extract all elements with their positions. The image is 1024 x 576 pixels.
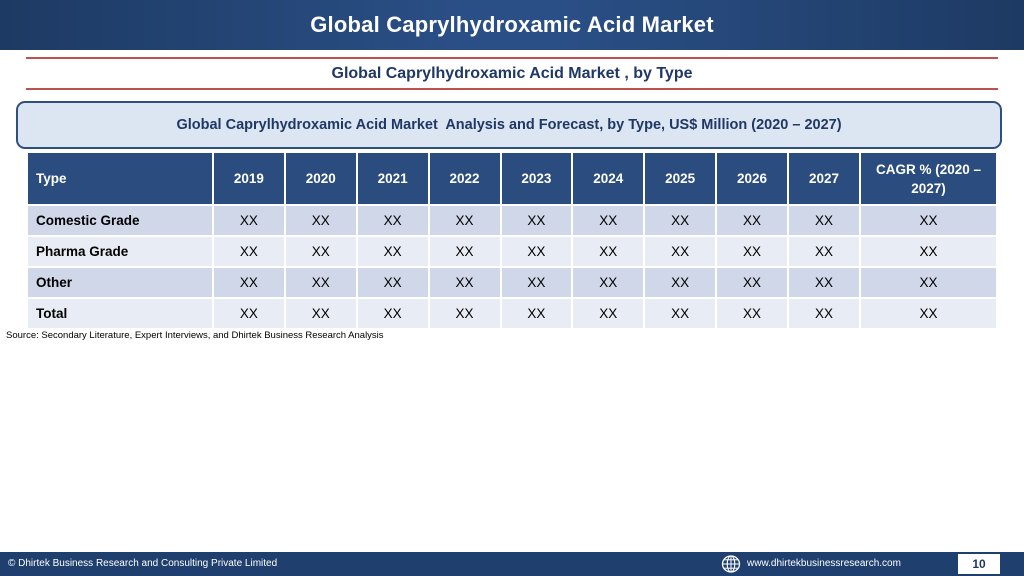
- table-cell: XX: [789, 206, 859, 235]
- table-cell: XX: [357, 268, 428, 297]
- column-header: 2021: [357, 153, 428, 204]
- market-table: Type 2019 2020 2021 2022 2023 2024 2025 …: [26, 151, 998, 330]
- table-cell: XX: [789, 237, 859, 266]
- table-cell: XX: [717, 206, 787, 235]
- column-header: 2026: [717, 153, 787, 204]
- column-header: 2020: [285, 153, 356, 204]
- table-row: Total XX XX XX XX XX XX XX XX XX XX: [28, 299, 996, 328]
- table-cell: XX: [501, 299, 572, 328]
- table-cell: XX: [501, 237, 572, 266]
- section-subtitle: Global Caprylhydroxamic Acid Market , by…: [331, 65, 693, 82]
- table-cell: XX: [214, 206, 284, 235]
- table-cell: XX: [717, 268, 787, 297]
- table-caption: Global Caprylhydroxamic Acid Market Anal…: [16, 101, 1002, 149]
- divider-bottom: [26, 88, 998, 90]
- table-row: Other XX XX XX XX XX XX XX XX XX XX: [28, 268, 996, 297]
- table-cell: XX: [285, 206, 356, 235]
- divider-top: [26, 57, 998, 59]
- footer-bar: © Dhirtek Business Research and Consulti…: [0, 552, 1024, 576]
- table-cell: XX: [861, 206, 996, 235]
- table-cell: XX: [789, 268, 859, 297]
- column-header: 2023: [501, 153, 572, 204]
- row-label: Comestic Grade: [28, 206, 212, 235]
- table-cell: XX: [429, 268, 500, 297]
- table-cell: XX: [717, 299, 787, 328]
- row-label: Total: [28, 299, 212, 328]
- column-header: Type: [28, 153, 212, 204]
- table-cell: XX: [501, 206, 572, 235]
- table-cell: XX: [214, 237, 284, 266]
- table-cell: XX: [573, 268, 644, 297]
- column-header: 2025: [645, 153, 716, 204]
- table-cell: XX: [357, 299, 428, 328]
- page-number: 10: [958, 554, 1000, 574]
- table-row: Pharma Grade XX XX XX XX XX XX XX XX XX XX: [28, 237, 996, 266]
- header-bar: Global Caprylhydroxamic Acid Market: [0, 0, 1024, 50]
- table-cell: XX: [285, 299, 356, 328]
- row-label: Other: [28, 268, 212, 297]
- table-cell: XX: [861, 237, 996, 266]
- table-cell: XX: [717, 237, 787, 266]
- row-label: Pharma Grade: [28, 237, 212, 266]
- table-cell: XX: [501, 268, 572, 297]
- table-cell: XX: [573, 299, 644, 328]
- table-cell: XX: [357, 206, 428, 235]
- table-row: Comestic Grade XX XX XX XX XX XX XX XX XX XX: [28, 206, 996, 235]
- table-cell: XX: [645, 237, 716, 266]
- table-cell: XX: [429, 206, 500, 235]
- table-cell: XX: [861, 299, 996, 328]
- column-header: 2022: [429, 153, 500, 204]
- website-link[interactable]: www.dhirtekbusinessresearch.com: [747, 558, 901, 569]
- table-cell: XX: [573, 237, 644, 266]
- globe-icon: [721, 555, 741, 573]
- table-cell: XX: [285, 268, 356, 297]
- table-cell: XX: [214, 299, 284, 328]
- table-header-row: Type 2019 2020 2021 2022 2023 2024 2025 …: [28, 153, 996, 204]
- column-header: 2027: [789, 153, 859, 204]
- table-cell: XX: [645, 206, 716, 235]
- column-header: CAGR % (2020 – 2027): [861, 153, 996, 204]
- table-cell: XX: [285, 237, 356, 266]
- table-cell: XX: [645, 268, 716, 297]
- table-cell: XX: [357, 237, 428, 266]
- table-cell: XX: [789, 299, 859, 328]
- column-header: 2019: [214, 153, 284, 204]
- source-note: Source: Secondary Literature, Expert Int…: [6, 330, 384, 341]
- copyright-text: © Dhirtek Business Research and Consulti…: [8, 558, 278, 569]
- table-cell: XX: [214, 268, 284, 297]
- table-cell: XX: [429, 237, 500, 266]
- page-title: Global Caprylhydroxamic Acid Market: [310, 12, 714, 37]
- table-cell: XX: [645, 299, 716, 328]
- table-cell: XX: [429, 299, 500, 328]
- table-cell: XX: [861, 268, 996, 297]
- column-header: 2024: [573, 153, 644, 204]
- table-cell: XX: [573, 206, 644, 235]
